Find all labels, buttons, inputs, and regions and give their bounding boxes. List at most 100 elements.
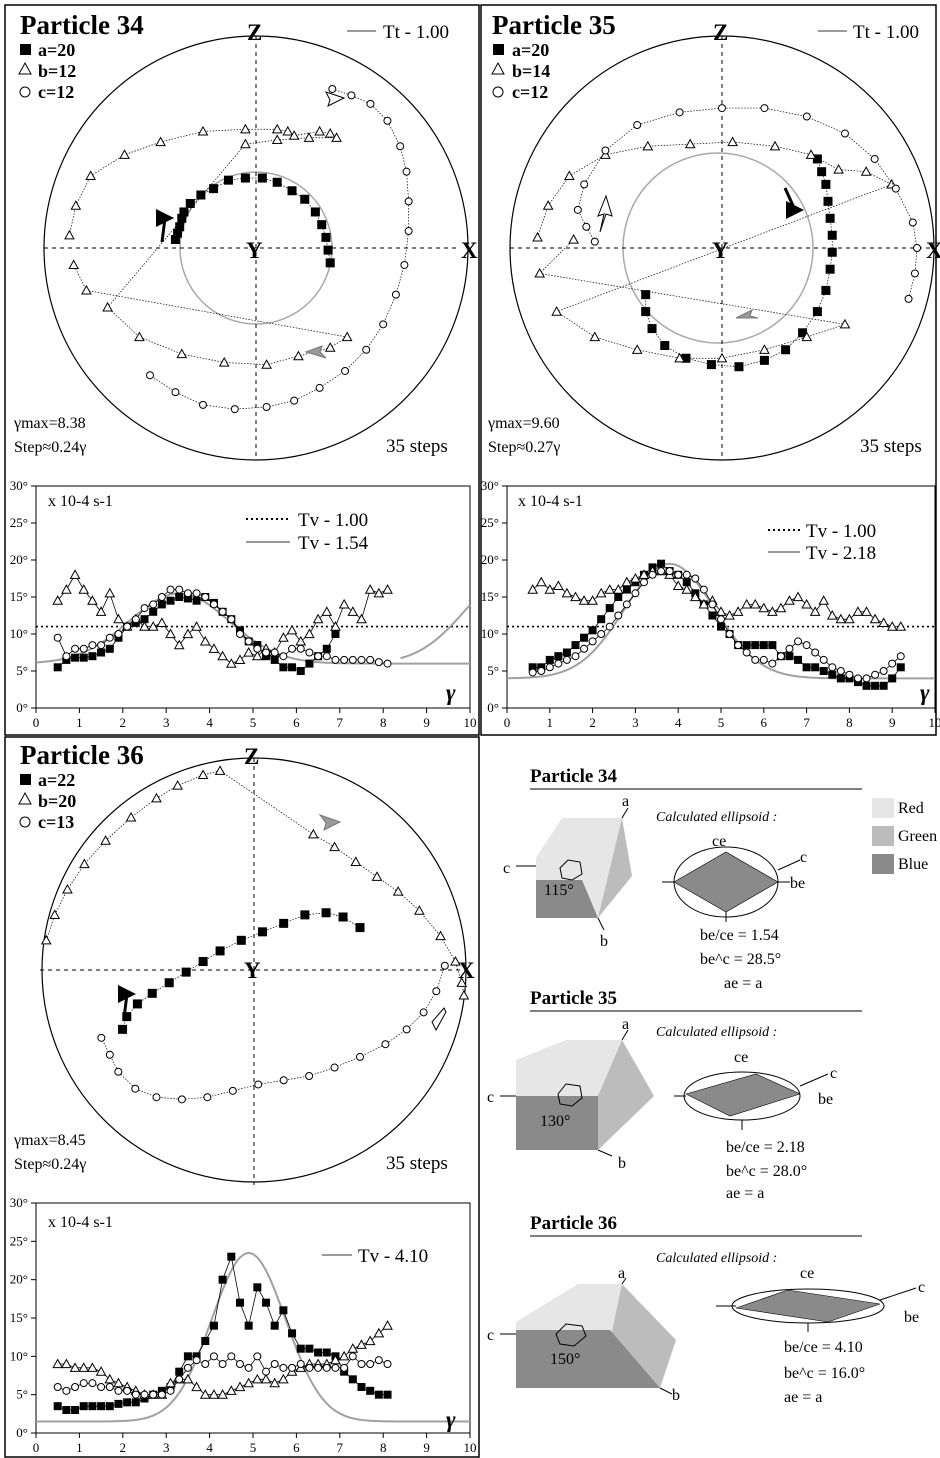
legend-triangle-marker <box>18 61 32 75</box>
circle-point <box>131 1084 140 1093</box>
x-tick-label: 7 <box>803 715 810 730</box>
circle-point <box>597 630 606 638</box>
square-point <box>300 910 310 920</box>
square-point <box>79 653 88 662</box>
square-point <box>383 1390 392 1399</box>
axis-label-y: Y <box>712 238 729 263</box>
circle-point <box>404 227 413 236</box>
triangle-point <box>87 1362 98 1372</box>
series-line <box>532 570 901 627</box>
circle-point <box>53 1383 62 1391</box>
triangle-point <box>769 140 781 151</box>
circle-point <box>633 121 642 130</box>
square-point <box>817 167 827 177</box>
legend-c: c=12 <box>512 82 548 102</box>
triangle-point <box>240 123 251 134</box>
circle-point <box>328 85 337 93</box>
label-ce: ce <box>712 833 726 850</box>
triangle-point <box>243 646 255 657</box>
ellipsoid-section <box>735 1289 881 1323</box>
circle-point <box>305 648 314 657</box>
triangle-point <box>85 170 96 181</box>
panel-frame-35 <box>480 4 937 736</box>
shade-legend: Red Green Blue <box>872 798 937 874</box>
label-c: c <box>800 849 807 866</box>
circle-point <box>53 633 62 642</box>
label-be: be <box>818 1091 833 1108</box>
angle-label: 130° <box>540 1113 570 1130</box>
label-be: be <box>790 875 805 892</box>
square-point <box>149 607 158 616</box>
circle-point <box>157 593 166 601</box>
series-trace <box>45 770 465 996</box>
circle-point <box>657 567 666 576</box>
square-point <box>244 1321 253 1330</box>
circle-point <box>674 570 683 579</box>
step-size: Step≈0.24γ <box>14 439 86 456</box>
x-tick-label: 10 <box>464 1440 477 1455</box>
y-tick-label: 10° <box>10 626 28 641</box>
circle-point <box>149 600 158 609</box>
x-tick-label: 5 <box>718 715 725 730</box>
series-line <box>532 563 902 687</box>
circle-point <box>105 1383 114 1391</box>
y-tick-label: 15° <box>10 589 28 604</box>
square-point <box>317 220 327 230</box>
square-point <box>196 190 206 200</box>
square-point <box>305 659 314 668</box>
triangle-point <box>527 584 539 594</box>
triangle-point <box>78 584 90 594</box>
square-point <box>682 578 691 587</box>
circle-point <box>166 585 175 594</box>
circle-point <box>253 1352 262 1361</box>
triangle-point <box>330 621 341 631</box>
triangle-point <box>113 1377 124 1388</box>
circle-point <box>341 366 350 375</box>
triangle-point <box>758 602 770 613</box>
circle-point <box>192 589 201 598</box>
square-point <box>759 355 769 365</box>
triangle-point <box>78 1362 90 1372</box>
legend-square-marker <box>20 44 31 55</box>
square-point <box>768 641 777 650</box>
circle-point <box>244 637 253 646</box>
direction-arrow-black <box>783 187 804 219</box>
circle-point <box>209 1352 218 1361</box>
ellipsoid-panel-35: Particle 35 a c b 130° Calculated ellips… <box>487 988 862 1202</box>
gamma-axis-label: γ <box>920 680 930 705</box>
circle-point <box>573 205 582 214</box>
line-panel-35: 0° 5° 10° 15° 20° 25° 30° 0 1 2 3 4 5 6 7 8 9 10 x 10-4 s… <box>481 478 940 730</box>
triangle-point <box>113 613 124 624</box>
circle-point <box>227 1352 236 1361</box>
circle-point <box>734 641 743 650</box>
square-point <box>812 154 822 164</box>
series-trace <box>577 107 918 299</box>
circle-point <box>396 142 405 151</box>
triangle-point <box>52 595 64 605</box>
tt-legend-label: Tt - 1.00 <box>383 22 449 43</box>
tv-theoretical-curve <box>36 1251 470 1423</box>
crystal-label-c: c <box>503 860 510 877</box>
circle-point <box>391 290 400 299</box>
circle-point <box>314 652 323 661</box>
legend-circle-marker <box>492 86 504 98</box>
circle-point <box>432 987 441 996</box>
y-tick-label: 10° <box>10 1348 28 1363</box>
y-tick-label: 25° <box>481 515 499 530</box>
y-tick-label: 30° <box>10 478 28 493</box>
triangle-point <box>767 606 778 616</box>
axis-label-x: X <box>458 958 475 983</box>
y-tick-label: 5° <box>487 663 499 678</box>
y-tick-label: 10° <box>481 626 499 641</box>
circle-point <box>244 1363 253 1372</box>
circle-point <box>717 615 725 624</box>
crystal-face-blue <box>536 880 598 918</box>
legend-tv-1: Tv - 4.10 <box>358 1246 428 1267</box>
y-tick-label: 5° <box>16 663 28 678</box>
circle-point <box>315 383 324 392</box>
angle-text: be^c = 28.5° <box>700 951 781 968</box>
square-point <box>296 1344 305 1353</box>
square-point <box>323 245 333 255</box>
y-tick-label: 15° <box>481 589 499 604</box>
circle-point <box>910 269 919 278</box>
